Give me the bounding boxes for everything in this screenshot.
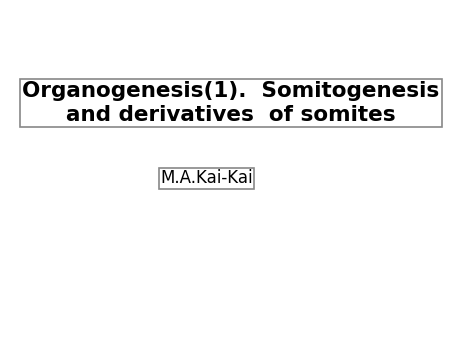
Text: M.A.Kai-Kai: M.A.Kai-Kai [160, 169, 252, 188]
Text: Organogenesis(1).  Somitogenesis
and derivatives  of somites: Organogenesis(1). Somitogenesis and deri… [22, 81, 439, 125]
